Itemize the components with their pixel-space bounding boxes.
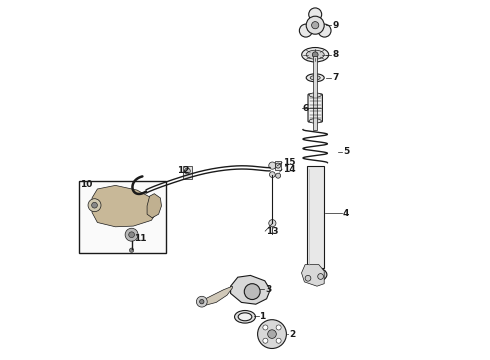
Text: 13: 13 (266, 228, 278, 237)
Text: 4: 4 (343, 209, 349, 217)
Circle shape (275, 163, 281, 168)
Circle shape (276, 338, 281, 343)
Polygon shape (147, 194, 162, 218)
Bar (183, 166, 192, 179)
Circle shape (309, 8, 321, 21)
Circle shape (318, 24, 331, 37)
Ellipse shape (238, 313, 252, 321)
Circle shape (270, 172, 275, 177)
Text: 9: 9 (332, 21, 339, 30)
Circle shape (306, 16, 324, 34)
Text: 10: 10 (80, 180, 93, 189)
Text: 15: 15 (283, 158, 295, 167)
Circle shape (312, 52, 318, 58)
Circle shape (276, 325, 281, 330)
Text: 6: 6 (303, 104, 309, 113)
Circle shape (245, 284, 260, 300)
Polygon shape (202, 286, 232, 305)
Circle shape (258, 320, 286, 348)
Circle shape (196, 296, 207, 307)
Ellipse shape (302, 48, 329, 62)
Text: 7: 7 (332, 73, 339, 82)
Bar (307, 166, 324, 268)
Ellipse shape (309, 93, 321, 97)
Text: 14: 14 (283, 165, 295, 174)
Circle shape (269, 220, 276, 227)
Text: 12: 12 (177, 166, 190, 175)
Circle shape (275, 173, 281, 178)
Bar (275, 161, 281, 170)
Ellipse shape (306, 74, 324, 82)
Circle shape (312, 22, 319, 29)
Polygon shape (92, 185, 158, 227)
Bar (313, 56, 318, 130)
FancyBboxPatch shape (308, 94, 322, 122)
Circle shape (129, 248, 134, 252)
Bar (79, 181, 166, 253)
Circle shape (88, 199, 101, 212)
Circle shape (305, 275, 311, 281)
Circle shape (263, 325, 268, 330)
Text: 5: 5 (343, 148, 349, 157)
Circle shape (199, 300, 204, 304)
Text: 1: 1 (259, 312, 266, 321)
Circle shape (318, 274, 323, 279)
Circle shape (269, 162, 276, 169)
Ellipse shape (235, 310, 255, 323)
Text: 8: 8 (332, 50, 339, 59)
Circle shape (185, 168, 190, 174)
Circle shape (92, 202, 98, 208)
Text: 11: 11 (134, 234, 147, 243)
Ellipse shape (310, 76, 320, 80)
Circle shape (129, 232, 134, 238)
Ellipse shape (306, 50, 324, 59)
Ellipse shape (309, 119, 321, 123)
Ellipse shape (303, 267, 327, 282)
Circle shape (125, 228, 138, 241)
Circle shape (263, 338, 268, 343)
Circle shape (268, 330, 276, 338)
Text: 3: 3 (265, 284, 271, 294)
Circle shape (299, 24, 312, 37)
Polygon shape (231, 275, 270, 304)
Text: 2: 2 (289, 330, 295, 338)
Polygon shape (301, 265, 324, 286)
